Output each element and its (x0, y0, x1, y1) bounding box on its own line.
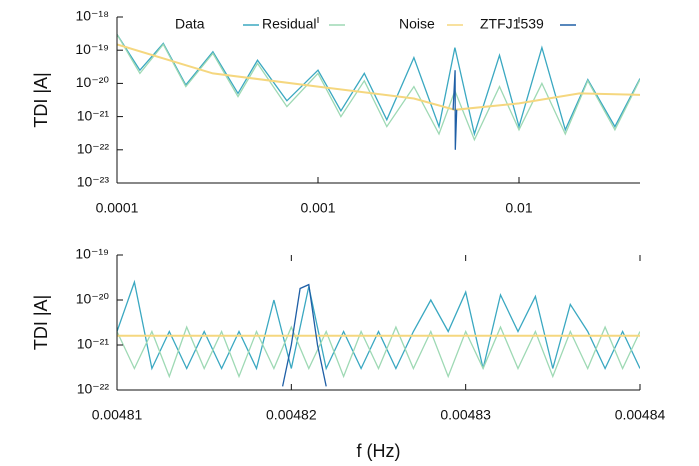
x-tick-label: 0.0001 (96, 200, 139, 216)
plot-area (117, 279, 640, 387)
plot-area (117, 34, 640, 150)
series-line (117, 43, 640, 111)
x-axis-label: f (Hz) (357, 441, 401, 461)
series-line (281, 283, 327, 387)
y-tick-label: 10⁻²² (77, 381, 110, 397)
x-tick-label: 0.001 (300, 200, 335, 216)
legend-label: Noise (399, 16, 435, 32)
y-tick-label: 10⁻¹⁹ (75, 246, 109, 262)
series-line (452, 70, 458, 150)
series-line (117, 34, 640, 142)
x-tick-label: 0.00484 (615, 407, 666, 423)
y-tick-label: 10⁻¹⁹ (75, 41, 109, 57)
y-tick-label: 10⁻²¹ (77, 336, 110, 352)
y-tick-label: 10⁻²⁰ (76, 291, 110, 307)
legend-label: Data (175, 16, 205, 32)
legend-label: Residual (262, 16, 316, 32)
x-tick-label: 0.00481 (92, 407, 143, 423)
series-line (117, 279, 640, 371)
y-axis-label: TDI |A| (31, 72, 51, 127)
y-tick-label: 10⁻²² (77, 141, 110, 157)
y-tick-label: 10⁻²⁰ (76, 74, 110, 90)
x-tick-label: 0.00482 (266, 407, 317, 423)
y-axis-label: TDI |A| (31, 295, 51, 350)
y-tick-label: 10⁻²¹ (77, 107, 110, 123)
y-tick-label: 10⁻¹⁸ (75, 8, 109, 24)
legend-label: ZTFJ1539 (480, 16, 544, 32)
y-tick-label: 10⁻²³ (77, 174, 110, 190)
series-line (117, 34, 640, 137)
series-line (117, 325, 640, 379)
x-tick-label: 0.00483 (440, 407, 491, 423)
x-tick-label: 0.01 (505, 200, 532, 216)
